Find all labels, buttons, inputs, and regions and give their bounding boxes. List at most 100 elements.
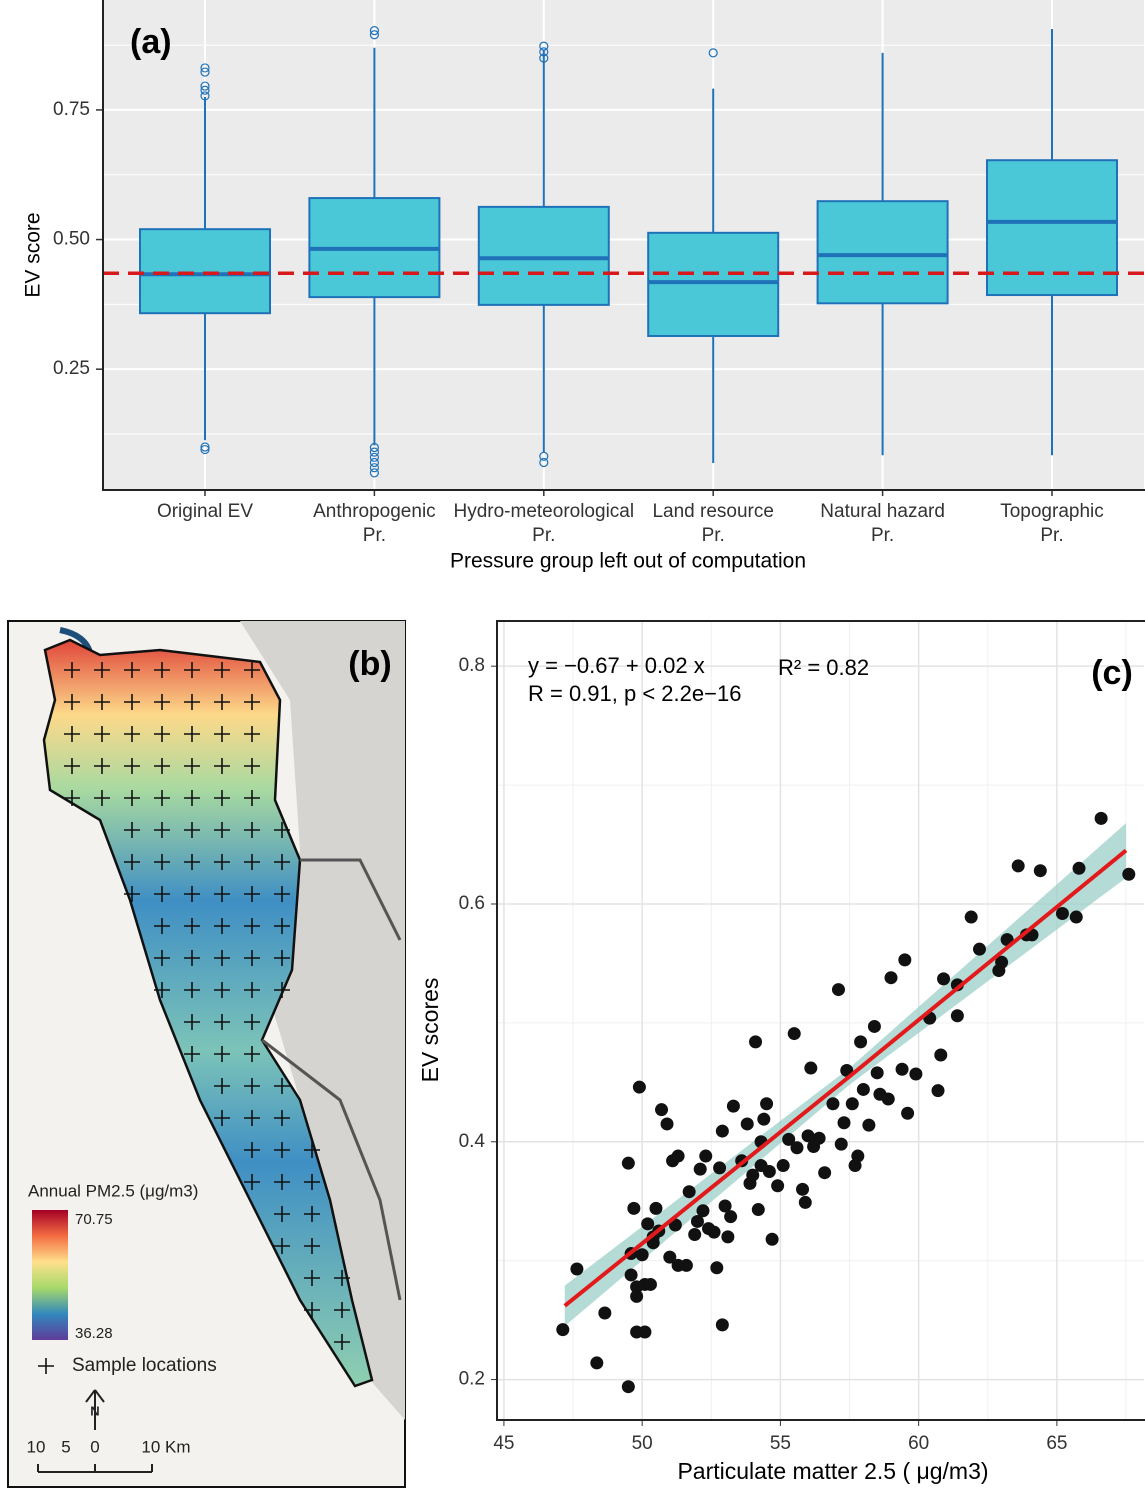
point xyxy=(649,1202,662,1215)
point xyxy=(633,1081,646,1094)
point xyxy=(757,1113,770,1126)
scale-label: 5 xyxy=(61,1437,70,1456)
x-tick-label: 45 xyxy=(493,1433,514,1454)
x-tick-label: 60 xyxy=(908,1433,929,1454)
point xyxy=(896,1063,909,1076)
x-axis-title: Pressure group left out of computation xyxy=(450,550,806,573)
point xyxy=(638,1326,651,1339)
point xyxy=(777,1159,790,1172)
scale-label: 10 Km xyxy=(141,1437,190,1456)
panel-label: (a) xyxy=(130,23,172,61)
point xyxy=(882,1092,895,1105)
y-tick-label: 0.25 xyxy=(53,358,90,379)
point xyxy=(788,1027,801,1040)
point xyxy=(857,1083,870,1096)
point xyxy=(871,1066,884,1079)
y-tick-label: 0.8 xyxy=(459,655,485,676)
north-label: N xyxy=(90,1403,99,1418)
point xyxy=(570,1262,583,1275)
point xyxy=(672,1150,685,1163)
correlation: R = 0.91, p < 2.2e−16 xyxy=(528,681,741,706)
point xyxy=(846,1097,859,1110)
point xyxy=(818,1166,831,1179)
y-tick-label: 0.2 xyxy=(459,1369,485,1390)
box xyxy=(479,207,609,305)
point xyxy=(661,1117,674,1130)
legend-title: Annual PM2.5 (μg/m3) xyxy=(28,1181,198,1200)
point xyxy=(813,1132,826,1145)
box xyxy=(648,233,778,336)
point xyxy=(710,1261,723,1274)
scale-label: 0 xyxy=(90,1437,99,1456)
point xyxy=(854,1035,867,1048)
colorbar-label: 70.75 xyxy=(75,1211,113,1228)
y-tick-label: 0.4 xyxy=(459,1131,486,1152)
x-tick-label: 65 xyxy=(1046,1433,1067,1454)
point xyxy=(1095,812,1108,825)
x-tick-label: Hydro-meteorologicalPr. xyxy=(454,501,635,546)
point xyxy=(1012,859,1025,872)
panel-label: (c) xyxy=(1091,654,1133,692)
point xyxy=(636,1248,649,1261)
box xyxy=(818,201,948,303)
point xyxy=(932,1084,945,1097)
x-tick-label: 55 xyxy=(770,1433,791,1454)
point xyxy=(598,1306,611,1319)
point xyxy=(832,983,845,996)
panel-label: (b) xyxy=(348,645,391,683)
point xyxy=(951,1009,964,1022)
point xyxy=(799,1196,812,1209)
y-tick-label: 0.50 xyxy=(53,229,90,250)
point xyxy=(727,1100,740,1113)
y-tick-label: 0.75 xyxy=(53,99,90,120)
point xyxy=(885,971,898,984)
equation: y = −0.67 + 0.02 x xyxy=(528,653,705,678)
point xyxy=(699,1150,712,1163)
page: 0.250.500.75Original EVAnthropogenicPr.H… xyxy=(0,0,1145,1493)
x-axis-title: Particulate matter 2.5 ( μg/m3) xyxy=(677,1458,988,1484)
marker-label: Sample locations xyxy=(72,1355,217,1376)
point xyxy=(760,1097,773,1110)
point xyxy=(934,1048,947,1061)
point xyxy=(556,1323,569,1336)
point xyxy=(771,1179,784,1192)
point xyxy=(655,1103,668,1116)
box xyxy=(140,229,270,313)
point xyxy=(680,1259,693,1272)
point xyxy=(790,1141,803,1154)
point xyxy=(696,1204,709,1217)
point xyxy=(724,1210,737,1223)
point xyxy=(851,1150,864,1163)
point xyxy=(763,1165,776,1178)
point xyxy=(862,1119,875,1132)
point xyxy=(1073,862,1086,875)
y-tick-label: 0.6 xyxy=(459,893,485,914)
point xyxy=(644,1278,657,1291)
point xyxy=(804,1062,817,1075)
point xyxy=(683,1185,696,1198)
point xyxy=(965,911,978,924)
point xyxy=(901,1107,914,1120)
point xyxy=(713,1161,726,1174)
point xyxy=(909,1068,922,1081)
figure: 0.250.500.75Original EVAnthropogenicPr.H… xyxy=(0,0,1145,1488)
colorbar-label: 36.28 xyxy=(75,1325,113,1342)
point xyxy=(741,1117,754,1130)
point xyxy=(694,1163,707,1176)
point xyxy=(627,1202,640,1215)
point xyxy=(688,1228,701,1241)
x-tick-label: 50 xyxy=(632,1433,653,1454)
x-tick-label: Original EV xyxy=(157,501,253,522)
x-tick-label: TopographicPr. xyxy=(1000,501,1104,546)
point xyxy=(1122,868,1135,881)
point xyxy=(826,1097,839,1110)
point xyxy=(898,953,911,966)
point xyxy=(641,1217,654,1230)
r-squared: R² = 0.82 xyxy=(778,655,869,680)
point xyxy=(708,1226,721,1239)
point xyxy=(868,1020,881,1033)
point xyxy=(1070,911,1083,924)
point xyxy=(937,972,950,985)
point xyxy=(973,943,986,956)
point xyxy=(590,1356,603,1369)
